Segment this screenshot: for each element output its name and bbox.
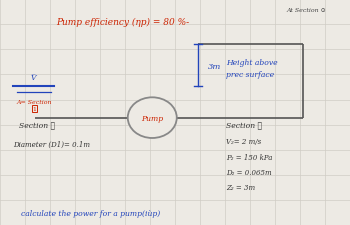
Text: V₂= 2 m/s: V₂= 2 m/s <box>226 138 261 146</box>
Ellipse shape <box>128 98 177 138</box>
Text: A= Section: A= Section <box>16 100 52 105</box>
Text: 3m: 3m <box>208 62 222 70</box>
Text: Section ②: Section ② <box>226 122 262 130</box>
Text: Diameter (D1)= 0.1m: Diameter (D1)= 0.1m <box>13 140 90 148</box>
Text: 1: 1 <box>32 107 36 112</box>
Text: Section ①: Section ① <box>19 122 55 130</box>
Text: Z₂ = 3m: Z₂ = 3m <box>226 184 255 192</box>
Text: Height above: Height above <box>226 59 277 67</box>
Text: D₂ = 0.065m: D₂ = 0.065m <box>226 168 271 176</box>
Text: Pump: Pump <box>141 114 163 122</box>
Text: V̅: V̅ <box>30 74 36 82</box>
Text: Pump efficiency (ηp) = 80 %-: Pump efficiency (ηp) = 80 %- <box>56 18 189 27</box>
Text: prec surface: prec surface <box>226 70 274 78</box>
Text: calculate the power for a pump(iùp): calculate the power for a pump(iùp) <box>21 209 160 217</box>
Text: P₂ = 150 kPa: P₂ = 150 kPa <box>226 153 272 161</box>
Text: At Section ⊙: At Section ⊙ <box>286 8 326 13</box>
